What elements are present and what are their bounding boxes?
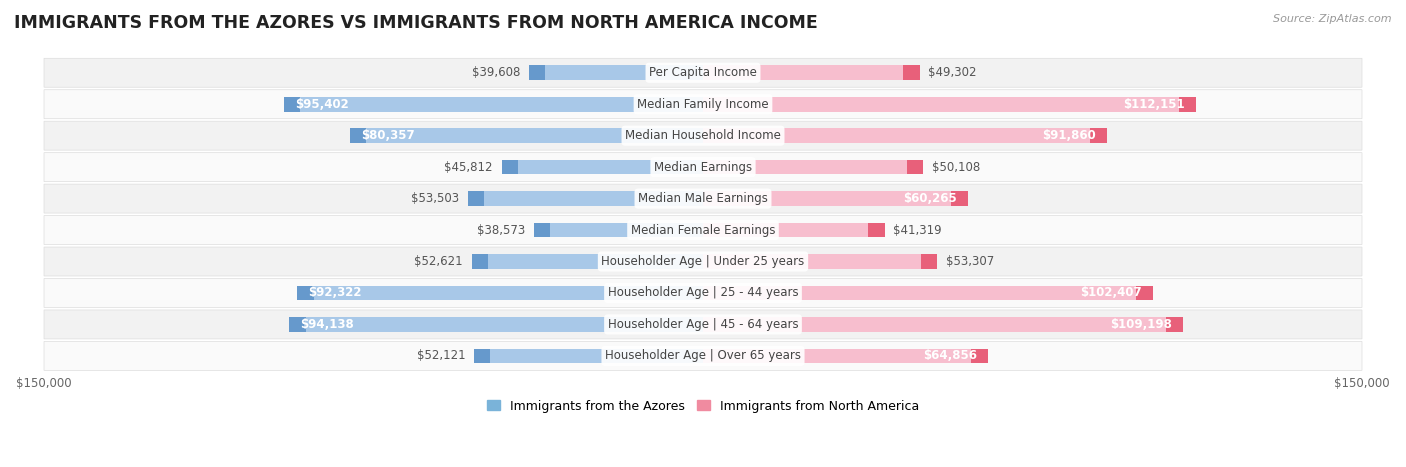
Bar <box>703 286 1153 300</box>
Bar <box>350 128 703 143</box>
Bar <box>284 97 301 112</box>
Text: $52,121: $52,121 <box>416 349 465 362</box>
Bar <box>474 348 491 363</box>
Bar <box>533 223 550 237</box>
Text: Householder Age | Over 65 years: Householder Age | Over 65 years <box>605 349 801 362</box>
Bar <box>1136 286 1153 300</box>
Text: Median Family Income: Median Family Income <box>637 98 769 111</box>
Text: Householder Age | 25 - 44 years: Householder Age | 25 - 44 years <box>607 286 799 299</box>
Bar <box>474 348 703 363</box>
Text: $38,573: $38,573 <box>477 224 524 237</box>
Bar <box>972 348 988 363</box>
Bar <box>472 254 488 269</box>
FancyBboxPatch shape <box>44 341 1362 370</box>
Bar <box>952 191 967 206</box>
Text: $91,860: $91,860 <box>1042 129 1095 142</box>
Bar <box>868 223 884 237</box>
Text: $49,302: $49,302 <box>928 66 977 79</box>
Text: $102,407: $102,407 <box>1080 286 1142 299</box>
Bar <box>703 348 988 363</box>
Bar <box>290 317 307 332</box>
Bar <box>502 160 703 175</box>
Text: $60,265: $60,265 <box>903 192 956 205</box>
FancyBboxPatch shape <box>44 153 1362 182</box>
Text: $53,307: $53,307 <box>946 255 994 268</box>
Bar <box>703 223 884 237</box>
Text: $52,621: $52,621 <box>415 255 463 268</box>
Bar <box>903 65 920 80</box>
Bar <box>529 65 703 80</box>
Bar <box>703 128 1107 143</box>
Bar <box>472 254 703 269</box>
Bar <box>703 254 938 269</box>
Bar <box>921 254 938 269</box>
Bar <box>703 97 1195 112</box>
Text: Householder Age | Under 25 years: Householder Age | Under 25 years <box>602 255 804 268</box>
Bar <box>1090 128 1107 143</box>
Text: Per Capita Income: Per Capita Income <box>650 66 756 79</box>
Text: $80,357: $80,357 <box>361 129 415 142</box>
Bar <box>533 223 703 237</box>
Text: $64,856: $64,856 <box>922 349 977 362</box>
FancyBboxPatch shape <box>44 90 1362 119</box>
FancyBboxPatch shape <box>44 58 1362 87</box>
FancyBboxPatch shape <box>44 247 1362 276</box>
Bar <box>502 160 519 175</box>
Bar <box>350 128 367 143</box>
FancyBboxPatch shape <box>44 278 1362 307</box>
Text: Source: ZipAtlas.com: Source: ZipAtlas.com <box>1274 14 1392 24</box>
Text: IMMIGRANTS FROM THE AZORES VS IMMIGRANTS FROM NORTH AMERICA INCOME: IMMIGRANTS FROM THE AZORES VS IMMIGRANTS… <box>14 14 818 32</box>
Text: $112,151: $112,151 <box>1123 98 1185 111</box>
Bar <box>703 65 920 80</box>
Bar <box>298 286 314 300</box>
Bar <box>1180 97 1195 112</box>
FancyBboxPatch shape <box>44 216 1362 245</box>
Text: Median Male Earnings: Median Male Earnings <box>638 192 768 205</box>
Text: Median Female Earnings: Median Female Earnings <box>631 224 775 237</box>
FancyBboxPatch shape <box>44 184 1362 213</box>
Text: $53,503: $53,503 <box>411 192 460 205</box>
Legend: Immigrants from the Azores, Immigrants from North America: Immigrants from the Azores, Immigrants f… <box>488 400 918 412</box>
Bar <box>529 65 546 80</box>
Bar <box>468 191 703 206</box>
Text: Median Earnings: Median Earnings <box>654 161 752 174</box>
Text: $41,319: $41,319 <box>893 224 942 237</box>
Bar <box>703 160 924 175</box>
Bar <box>703 317 1182 332</box>
Text: $95,402: $95,402 <box>295 98 349 111</box>
FancyBboxPatch shape <box>44 121 1362 150</box>
Bar <box>468 191 485 206</box>
Bar <box>703 191 967 206</box>
Text: $94,138: $94,138 <box>301 318 354 331</box>
Bar <box>907 160 924 175</box>
Text: $50,108: $50,108 <box>932 161 980 174</box>
Text: $92,322: $92,322 <box>308 286 361 299</box>
Text: $39,608: $39,608 <box>472 66 520 79</box>
Text: Householder Age | 45 - 64 years: Householder Age | 45 - 64 years <box>607 318 799 331</box>
Text: $109,198: $109,198 <box>1109 318 1171 331</box>
Text: $45,812: $45,812 <box>444 161 494 174</box>
Bar <box>284 97 703 112</box>
Bar <box>298 286 703 300</box>
Text: Median Household Income: Median Household Income <box>626 129 780 142</box>
FancyBboxPatch shape <box>44 310 1362 339</box>
Bar <box>290 317 703 332</box>
Bar <box>1166 317 1182 332</box>
